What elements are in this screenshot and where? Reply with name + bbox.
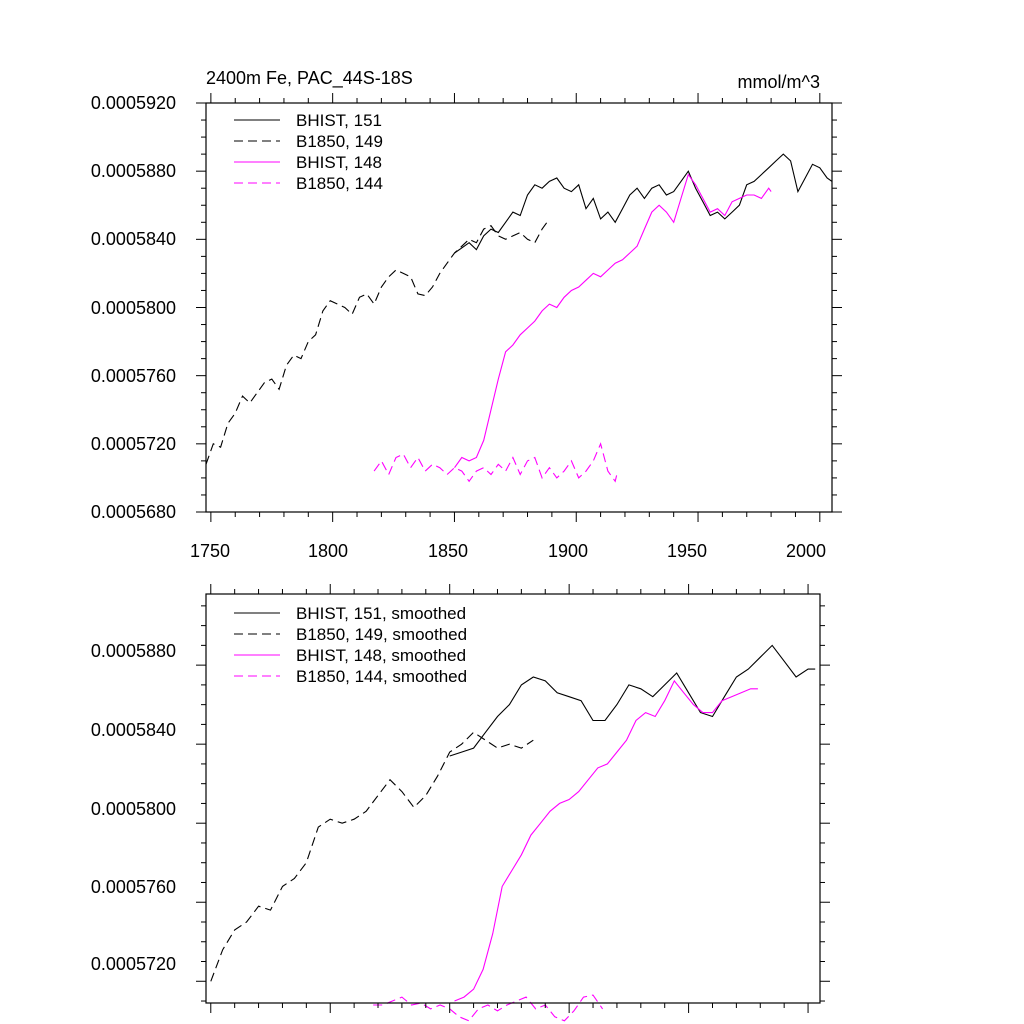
bottom-y-tick-label: 0.0005800 [91,799,176,819]
bottom-legend: BHIST, 151, smoothed B1850, 149, smoothe… [234,604,467,686]
top-series-line-2 [454,173,772,469]
top-y-tick-label: 0.0005880 [91,161,176,181]
legend-label-bhist-151: BHIST, 151 [296,111,382,130]
top-y-tick-label: 0.0005840 [91,229,176,249]
x-tick-label: 1800 [308,541,348,561]
legend-label-b1850-149-smoothed: B1850, 149, smoothed [296,625,467,644]
top-series-line-3 [373,442,619,483]
top-legend: BHIST, 151 B1850, 149 BHIST, 148 B1850, … [234,111,383,193]
x-tick-label: 1850 [428,541,468,561]
bottom-series-line-3 [373,994,604,1022]
legend-label-b1850-144: B1850, 144 [296,174,383,193]
top-series-layer [205,153,833,483]
top-y-tick-label: 0.0005800 [91,298,176,318]
bottom-series-line-0 [449,644,816,757]
bottom-series-line-1 [210,731,534,982]
bottom-y-tick-label: 0.0005840 [91,720,176,740]
bottom-y-tick-label: 0.0005880 [91,641,176,661]
top-x-tick-labels: 1750 1800 1850 1900 1950 2000 [190,541,826,561]
x-tick-label: 1950 [667,541,707,561]
bottom-panel: 0.0005720 0.0005760 0.0005800 0.0005840 … [91,584,830,1022]
top-units-label: mmol/m^3 [738,72,820,92]
top-y-tick-label: 0.0005920 [91,93,176,113]
legend-label-b1850-144-smoothed: B1850, 144, smoothed [296,667,467,686]
legend-label-bhist-151-smoothed: BHIST, 151, smoothed [296,604,466,623]
top-y-tick-label: 0.0005720 [91,434,176,454]
top-y-tick-label: 0.0005760 [91,366,176,386]
bottom-series-layer [210,644,816,1022]
bottom-ticks [196,584,830,1013]
x-tick-label: 1750 [190,541,230,561]
top-series-line-1 [205,221,548,465]
top-y-tick-labels: 0.0005680 0.0005720 0.0005760 0.0005800 … [91,93,176,522]
legend-label-b1850-149: B1850, 149 [296,132,383,151]
bottom-y-tick-label: 0.0005720 [91,954,176,974]
top-title: 2400m Fe, PAC_44S-18S [206,68,413,89]
bottom-series-line-2 [454,679,758,1002]
x-tick-label: 2000 [786,541,826,561]
top-series-line-0 [454,153,833,254]
legend-label-bhist-148-smoothed: BHIST, 148, smoothed [296,646,466,665]
bottom-y-tick-label: 0.0005760 [91,877,176,897]
top-ticks [196,93,842,522]
bottom-y-tick-labels: 0.0005720 0.0005760 0.0005800 0.0005840 … [91,641,176,974]
bottom-plot-frame [205,593,821,1004]
x-tick-label: 1900 [548,541,588,561]
top-y-tick-label: 0.0005680 [91,502,176,522]
top-panel: 2400m Fe, PAC_44S-18S mmol/m^3 0.0005680… [91,68,842,561]
legend-label-bhist-148: BHIST, 148 [296,153,382,172]
